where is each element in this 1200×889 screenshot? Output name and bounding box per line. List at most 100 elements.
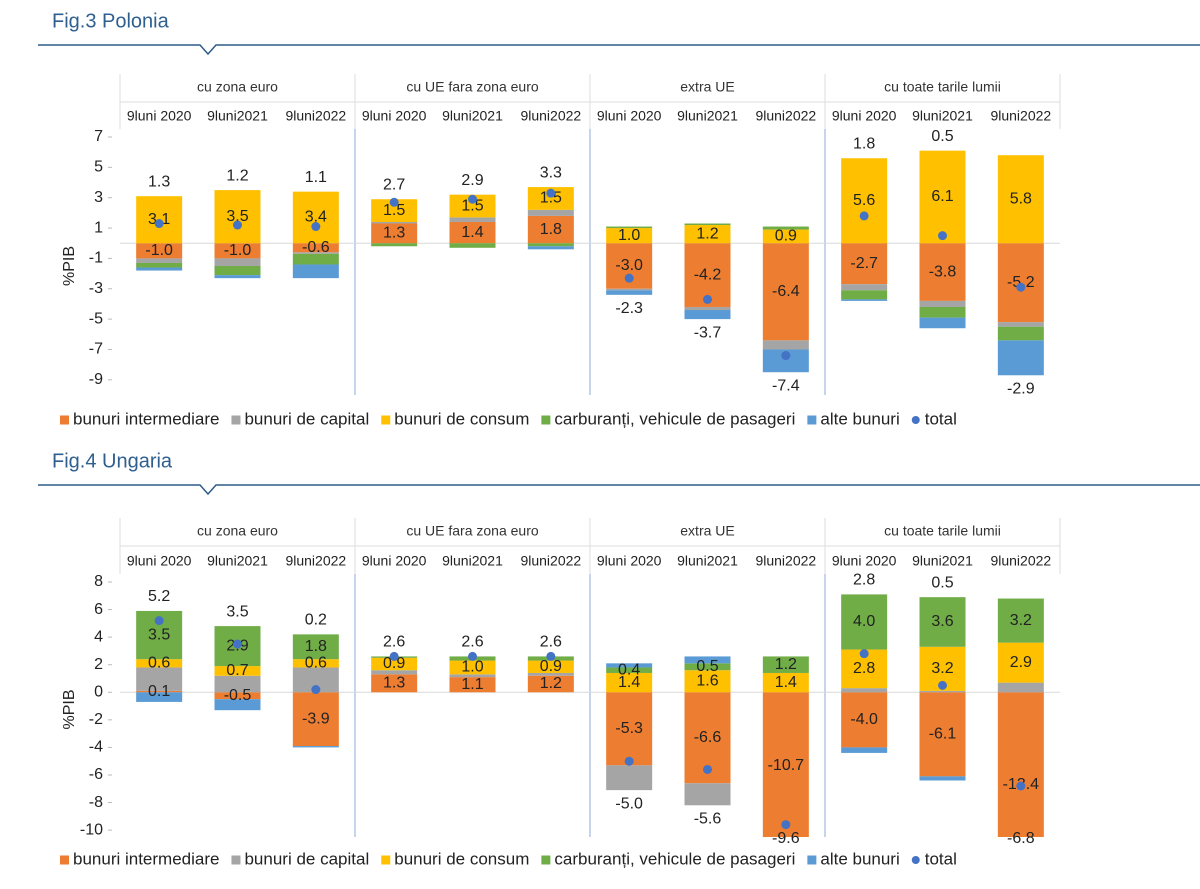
data-label: -6.1 xyxy=(929,726,957,743)
total-dot xyxy=(624,756,634,766)
bar-segment xyxy=(762,672,809,693)
bar-segment xyxy=(371,221,418,224)
total-dot xyxy=(859,649,869,659)
data-label: 1.3 xyxy=(383,225,405,242)
group-label: cu toate tarile lumii xyxy=(884,523,1001,539)
total-label: 2.7 xyxy=(383,176,405,193)
bar-segment xyxy=(371,199,418,222)
total-dot xyxy=(1016,282,1026,292)
bar-segment xyxy=(684,306,731,311)
category-label: 9luni 2020 xyxy=(597,553,662,569)
y-tick-label: 8 xyxy=(94,573,103,590)
data-label: 5.6 xyxy=(853,192,875,209)
bar-segment xyxy=(841,747,888,753)
data-label: 0.4 xyxy=(618,661,640,678)
data-label: -2.7 xyxy=(850,255,878,272)
data-label: 0.7 xyxy=(226,662,248,679)
data-label: 0.6 xyxy=(148,655,170,672)
data-label: 1.6 xyxy=(696,672,718,689)
bar-segment xyxy=(606,765,653,791)
y-axis-label: %PIB xyxy=(61,246,78,286)
legend-marker xyxy=(231,415,241,425)
y-tick-label: 6 xyxy=(94,601,103,618)
bar-segment xyxy=(449,217,496,222)
data-label: -1.0 xyxy=(224,242,252,259)
category-label: 9luni2021 xyxy=(677,553,738,569)
legend-label: alte bunuri xyxy=(820,409,899,428)
bar-segment xyxy=(214,243,261,259)
title-rule xyxy=(38,44,1200,56)
total-label: 3.5 xyxy=(226,603,248,620)
data-label: 0.9 xyxy=(383,655,405,672)
bar-segment xyxy=(292,746,339,748)
bar-segment xyxy=(762,340,809,350)
total-label: -5.6 xyxy=(694,811,722,828)
legend-marker xyxy=(807,415,817,425)
data-label: 1.0 xyxy=(461,659,483,676)
total-dot xyxy=(1016,781,1026,791)
bar-segment xyxy=(214,266,261,276)
group-label: extra UE xyxy=(680,523,734,539)
bar-segment xyxy=(606,290,653,295)
bar-segment xyxy=(606,228,653,244)
bars xyxy=(136,150,1044,376)
bar-segment xyxy=(762,349,809,373)
data-label: 2.8 xyxy=(853,660,875,677)
data-label: 0.6 xyxy=(305,655,327,672)
y-tick-label: 4 xyxy=(94,628,103,645)
total-dot xyxy=(154,219,164,229)
bar-segment xyxy=(136,262,183,268)
bar-segment xyxy=(919,150,966,244)
bar-segment xyxy=(997,642,1044,683)
bar-segment xyxy=(919,690,966,693)
bar-segment xyxy=(841,243,888,285)
bar-segment xyxy=(371,223,418,244)
category-label: 9luni2022 xyxy=(285,553,346,569)
data-label: 4.0 xyxy=(853,613,875,630)
group-label: extra UE xyxy=(680,79,734,95)
data-label: 1.4 xyxy=(618,674,640,691)
data-label: 0.9 xyxy=(540,658,562,675)
bar-segment xyxy=(449,194,496,218)
total-dot xyxy=(624,273,634,283)
bar-segment xyxy=(449,677,496,693)
bar-segment xyxy=(214,258,261,266)
data-label: 3.4 xyxy=(305,209,327,226)
y-axis-label: %PIB xyxy=(61,689,78,729)
category-label: 9luni 2020 xyxy=(362,108,427,124)
category-label: 9luni2022 xyxy=(990,108,1051,124)
group-label: cu zona euro xyxy=(197,79,278,95)
bar-segment xyxy=(841,692,888,748)
y-tick-label: -1 xyxy=(89,250,103,267)
total-label: 2.8 xyxy=(853,572,875,589)
category-label: 9luni2022 xyxy=(990,553,1051,569)
total-label: 0.5 xyxy=(931,128,953,145)
y-tick-label: -5 xyxy=(89,310,103,327)
total-label: 5.2 xyxy=(148,588,170,605)
bar-segment xyxy=(606,672,653,693)
bar-segment xyxy=(527,660,574,673)
bar-segment xyxy=(371,657,418,671)
data-label: -3.9 xyxy=(302,710,330,727)
total-dot xyxy=(154,616,164,626)
data-label: 1.4 xyxy=(775,674,797,691)
bar-segment xyxy=(136,667,183,691)
total-label: -2.3 xyxy=(615,300,643,317)
bar-segment xyxy=(997,322,1044,327)
category-label: 9luni2021 xyxy=(442,108,503,124)
total-dot xyxy=(546,651,556,661)
bar-segment xyxy=(684,656,731,664)
bar-segment xyxy=(841,158,888,244)
bar-segment xyxy=(214,275,261,279)
total-dot xyxy=(311,685,321,695)
data-label: -1.0 xyxy=(145,242,173,259)
legend-label: bunuri intermediare xyxy=(73,409,219,428)
bar-segment xyxy=(684,223,731,226)
group-label: cu toate tarile lumii xyxy=(884,79,1001,95)
y-tick-label: -4 xyxy=(89,739,103,756)
data-label: -0.5 xyxy=(224,687,252,704)
total-dot xyxy=(389,197,399,207)
data-label: 1.8 xyxy=(540,221,562,238)
total-label: 1.2 xyxy=(226,167,248,184)
